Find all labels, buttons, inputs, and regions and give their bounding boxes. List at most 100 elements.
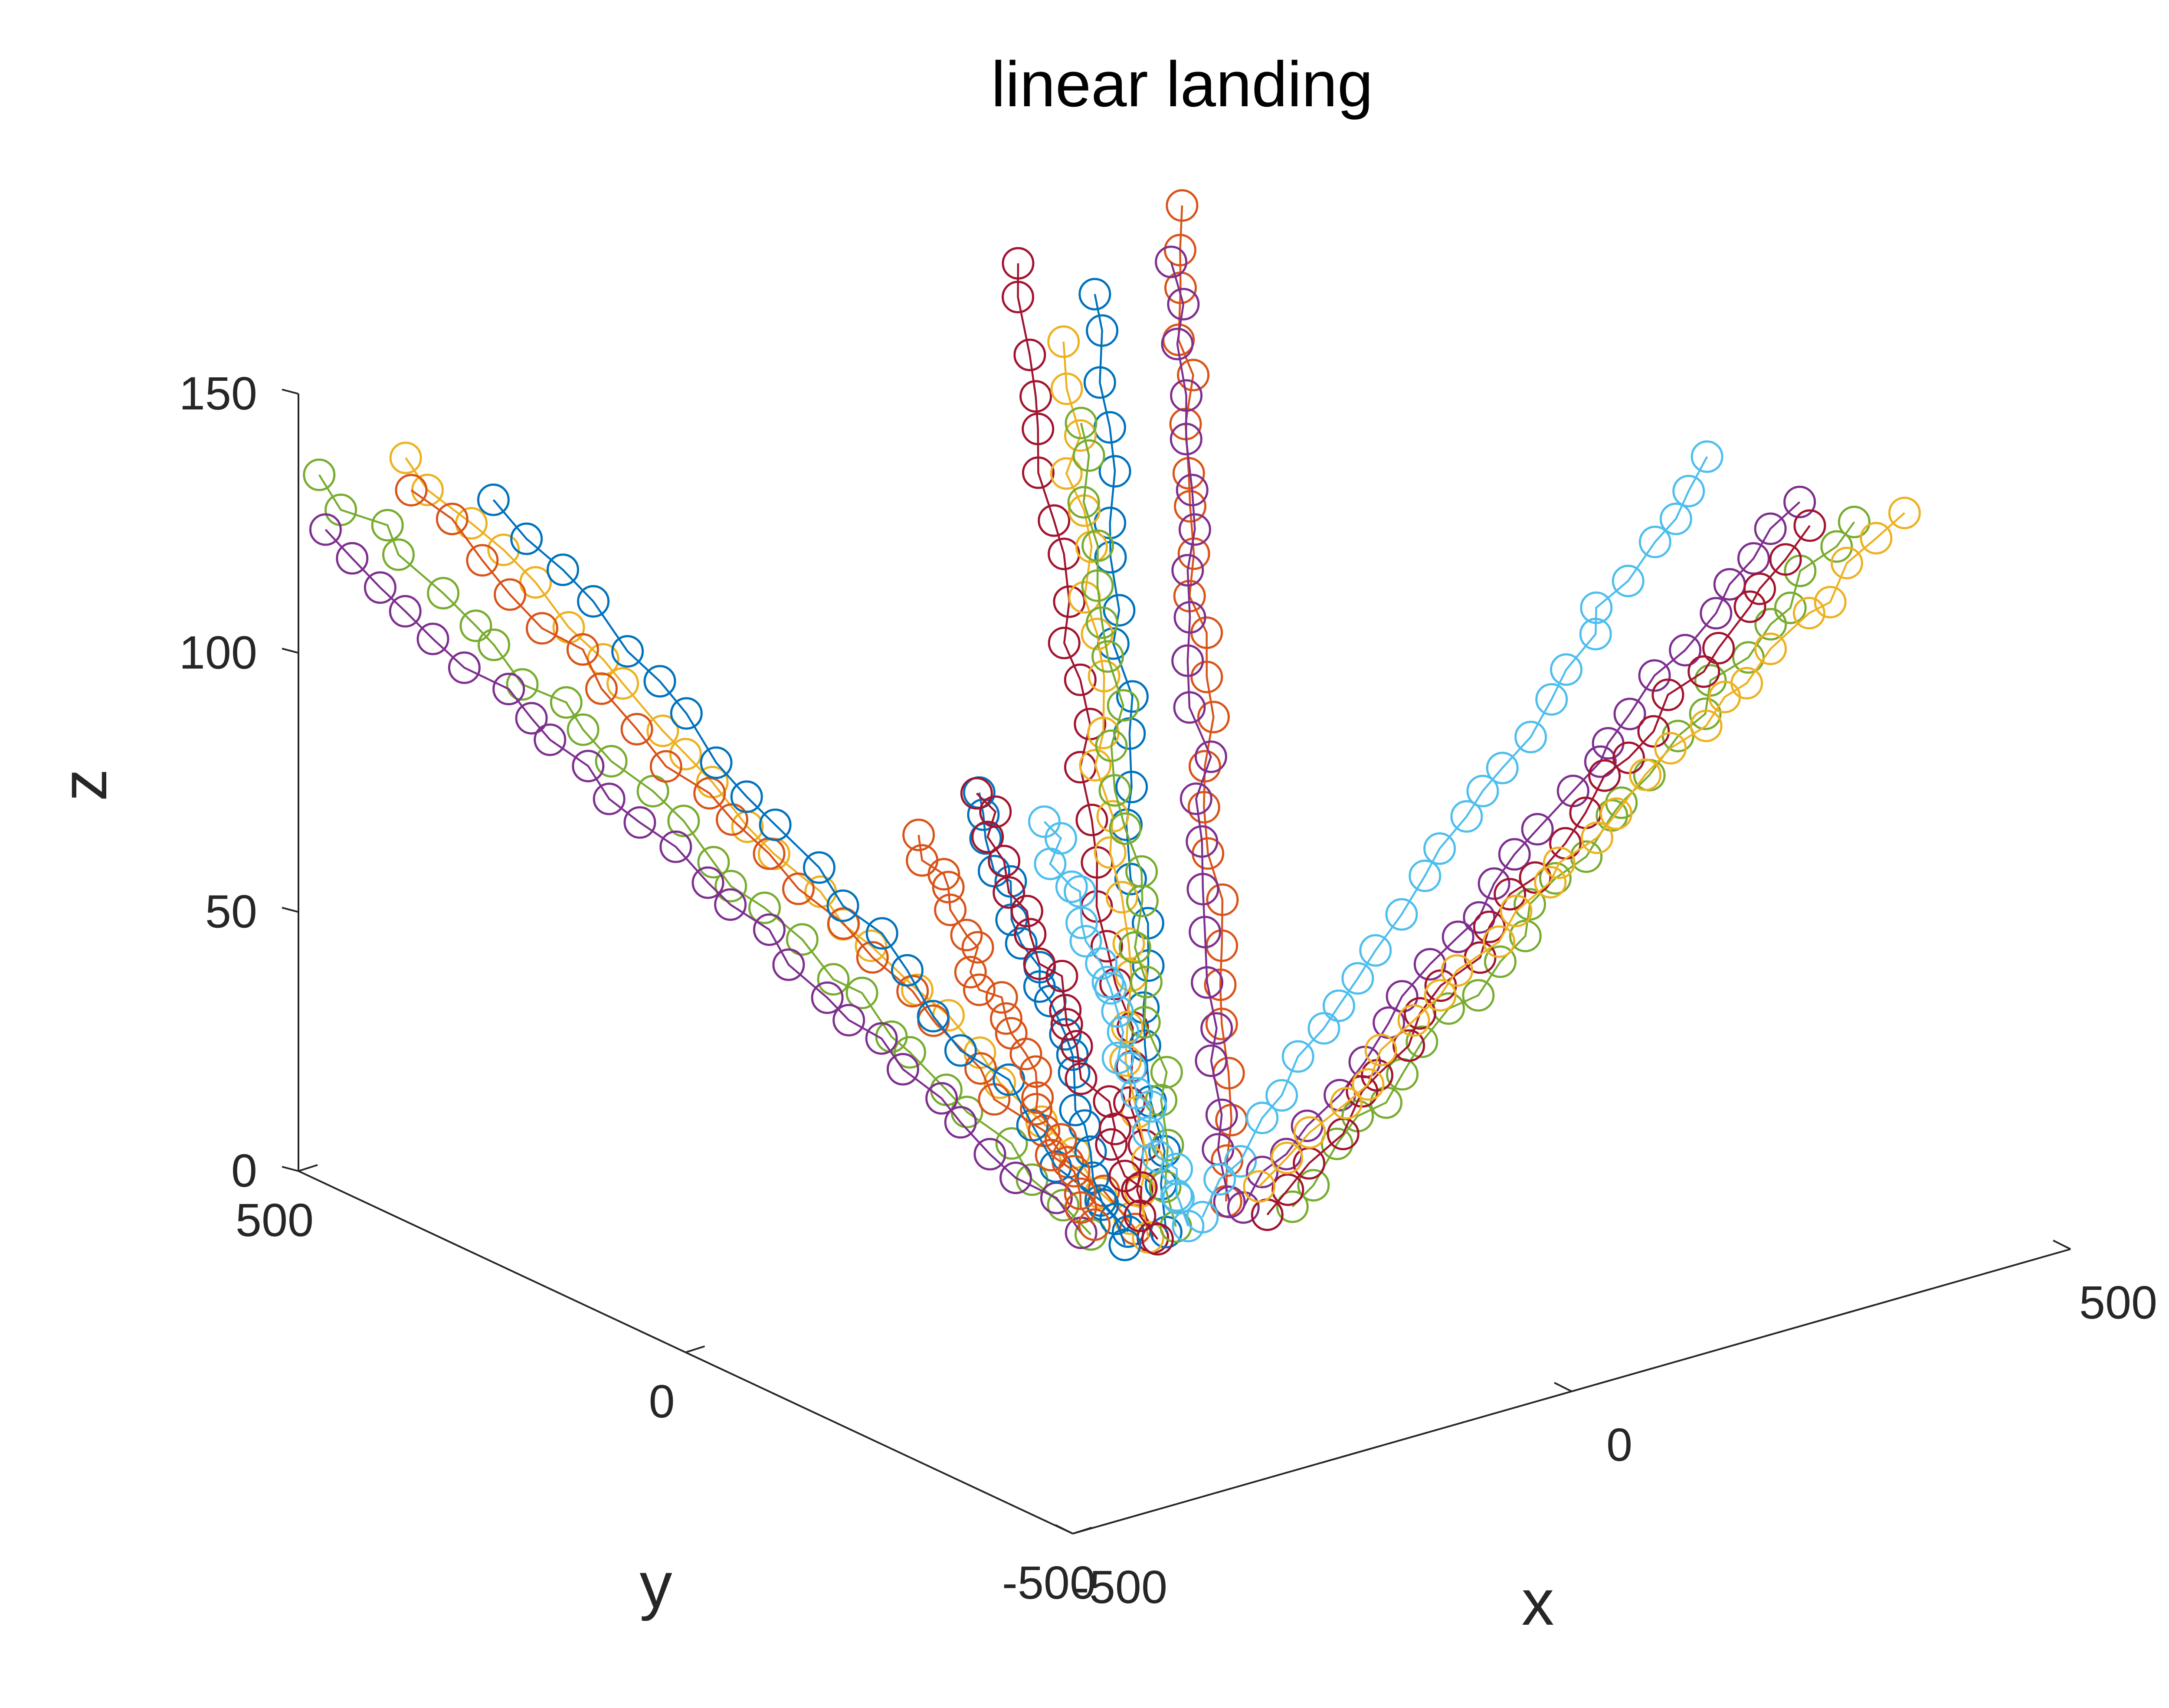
data-point — [1180, 782, 1212, 815]
data-point — [1708, 681, 1741, 713]
data-point — [611, 635, 644, 668]
data-point — [1022, 456, 1055, 489]
data-point — [961, 931, 994, 964]
data-point — [1085, 606, 1118, 639]
data-point — [1005, 927, 1038, 960]
data-point — [643, 665, 676, 698]
data-point — [1058, 1056, 1091, 1089]
data-point — [865, 917, 898, 950]
data-point — [1769, 543, 1802, 576]
z-tick-mark — [282, 389, 299, 395]
data-point — [466, 544, 499, 577]
data-point — [1612, 565, 1645, 597]
data-point — [1669, 634, 1702, 667]
data-point — [1069, 925, 1102, 958]
series-11 — [1155, 245, 1246, 1218]
data-point — [697, 846, 730, 879]
data-point — [1134, 1090, 1167, 1123]
data-point — [669, 738, 702, 771]
data-point — [803, 851, 835, 884]
data-point — [973, 1138, 1006, 1171]
data-point — [1166, 189, 1199, 222]
data-point — [1792, 597, 1825, 630]
data-point — [492, 673, 525, 706]
series-line — [1080, 422, 1177, 1227]
data-point — [1424, 979, 1457, 1012]
data-point — [1178, 513, 1211, 546]
data-point — [1150, 1056, 1183, 1089]
data-point — [1860, 522, 1893, 555]
data-point — [700, 746, 733, 779]
z-tick-label: 100 — [179, 626, 257, 678]
data-point — [1098, 455, 1131, 488]
data-point — [526, 612, 558, 645]
data-point — [1654, 732, 1687, 765]
data-point — [477, 483, 510, 516]
data-point — [1195, 1044, 1228, 1077]
data-point — [1086, 314, 1119, 347]
data-point — [964, 1052, 997, 1085]
z-axis-label: z — [47, 769, 120, 802]
data-point — [1281, 1040, 1314, 1073]
data-point — [1065, 1191, 1097, 1224]
data-point — [1700, 597, 1733, 630]
data-point — [1141, 1140, 1174, 1173]
data-point — [436, 503, 469, 535]
data-point — [623, 806, 656, 839]
data-point — [950, 919, 983, 952]
data-point — [1364, 1034, 1397, 1067]
data-point — [371, 509, 404, 542]
data-point — [1108, 1228, 1141, 1261]
data-point — [667, 805, 700, 838]
data-point — [1094, 836, 1127, 869]
data-point — [845, 976, 878, 1009]
data-point — [1072, 439, 1105, 472]
data-point — [1055, 870, 1088, 903]
data-point — [1403, 997, 1436, 1030]
data-point — [1116, 680, 1149, 713]
series-line — [976, 792, 1159, 1240]
data-point — [1397, 1004, 1430, 1037]
data-point — [1194, 740, 1227, 773]
data-point — [944, 1034, 977, 1067]
data-point — [1596, 799, 1628, 832]
z-tick-mark — [282, 648, 299, 654]
data-point — [534, 723, 567, 756]
data-point — [1478, 867, 1510, 900]
data-point — [649, 750, 682, 783]
series-line — [1094, 294, 1167, 1233]
data-point — [1754, 512, 1787, 545]
data-point — [772, 948, 805, 981]
series-line — [1170, 262, 1231, 1202]
data-point — [891, 954, 924, 987]
data-point — [1078, 1208, 1111, 1241]
series-line — [1258, 512, 1905, 1188]
data-point — [1124, 1199, 1157, 1232]
data-point — [893, 1036, 926, 1069]
data-point — [1095, 729, 1128, 762]
data-point — [1074, 1135, 1107, 1168]
data-point — [1171, 644, 1204, 677]
data-point — [1204, 969, 1237, 1001]
data-point — [1830, 546, 1863, 579]
data-point — [1406, 1025, 1438, 1058]
x-tick-label: 0 — [1606, 1418, 1632, 1471]
data-point — [1045, 1123, 1077, 1156]
data-point — [1155, 245, 1188, 278]
data-point — [1161, 327, 1194, 360]
series-line — [1266, 525, 1811, 1216]
data-point — [759, 808, 792, 841]
y-axis-label: y — [640, 1548, 672, 1621]
data-point — [1535, 683, 1568, 716]
series-group — [303, 189, 1921, 1261]
data-point — [1050, 1008, 1083, 1041]
data-point — [670, 697, 703, 730]
chart-title: linear landing — [991, 49, 1373, 120]
data-point — [1094, 541, 1127, 574]
data-point — [1064, 419, 1097, 452]
data-point — [1113, 1086, 1146, 1119]
data-point — [1016, 1109, 1049, 1142]
data-point — [620, 713, 653, 746]
data-point — [550, 686, 583, 719]
data-point — [1014, 918, 1047, 951]
